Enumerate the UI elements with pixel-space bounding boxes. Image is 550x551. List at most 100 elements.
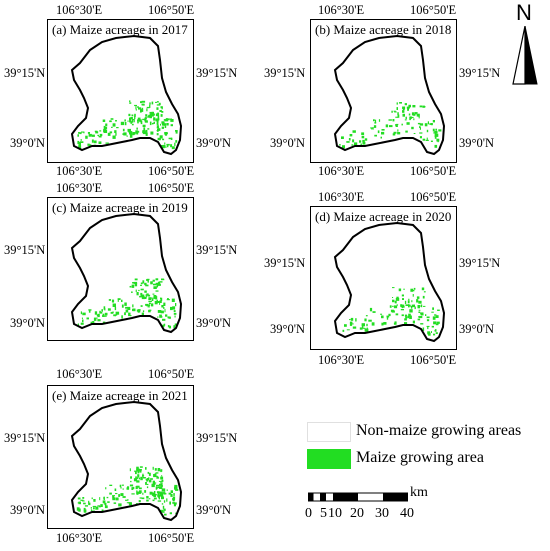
maize-patch (409, 116, 411, 121)
maize-patch (404, 103, 407, 106)
maize-patch (420, 312, 424, 315)
maize-patch (397, 112, 399, 115)
maize-patch (140, 120, 143, 125)
maize-patch (136, 127, 138, 130)
maize-patch (137, 470, 140, 474)
maize-patch (411, 112, 415, 116)
maize-patch (411, 304, 415, 308)
maize-patch (115, 120, 117, 122)
maize-patch (115, 497, 119, 501)
maize-patch (155, 472, 159, 474)
maize-patch (354, 142, 358, 146)
maize-patch (385, 124, 389, 128)
lon-label-top-right: 106°50'E (148, 181, 195, 195)
maize-patch (172, 502, 175, 504)
maize-patch (78, 132, 80, 134)
maize-patch (163, 493, 167, 495)
maize-patch (153, 121, 155, 124)
maize-patch (102, 321, 106, 324)
maize-patch (392, 119, 395, 122)
maize-patch (122, 488, 124, 490)
maize-patch (149, 121, 152, 126)
maize-patch (395, 313, 399, 316)
north-arrow-icon (512, 26, 538, 85)
maize-patch (137, 309, 141, 311)
maize-patch (346, 141, 350, 143)
maize-patch (404, 119, 407, 121)
maize-patch (380, 136, 382, 139)
maize-patch (362, 141, 366, 145)
maize-patch (108, 299, 111, 301)
maize-patch (91, 497, 93, 500)
maize-patch (348, 138, 351, 141)
maize-patch (83, 131, 85, 134)
maize-patch (132, 282, 135, 284)
maize-patch (102, 500, 106, 504)
maize-patch (174, 142, 176, 147)
maize-patch (380, 313, 383, 315)
maize-patch (82, 319, 84, 323)
maize-patch (418, 300, 422, 304)
maize-patch (167, 298, 169, 300)
maize-patch (107, 308, 111, 311)
maize-patch (150, 281, 153, 285)
maize-patch (129, 484, 134, 487)
maize-patch (427, 331, 430, 335)
lat-label-right-top: 39°15'N (459, 66, 501, 80)
maize-patch (424, 123, 428, 127)
maize-patch (152, 293, 155, 295)
maize-patch (160, 123, 161, 126)
maize-patch (422, 327, 425, 331)
maize-patch (92, 505, 97, 508)
maize-patch (417, 318, 421, 321)
maize-patch (156, 299, 158, 302)
maize-patch (131, 123, 134, 126)
maize-patch (156, 127, 158, 129)
maize-patch (83, 510, 86, 513)
maize-patch (129, 468, 131, 472)
maize-patch (155, 113, 159, 117)
maize-patch (139, 295, 143, 298)
maize-patch (434, 130, 438, 134)
maize-patch (122, 133, 125, 135)
maize-patch (137, 119, 141, 122)
maize-patch (98, 506, 101, 508)
maize-patch (95, 317, 98, 319)
maize-patch (158, 496, 160, 500)
maize-patch (137, 117, 141, 121)
maize-patch (143, 297, 147, 299)
maize-patch (110, 118, 114, 120)
maize-patch (339, 144, 341, 146)
maize-patch (107, 501, 110, 503)
maize-patch (163, 500, 166, 503)
maize-patch (169, 501, 171, 505)
maize-patch (166, 123, 169, 126)
maize-patch (131, 119, 135, 121)
maize-patch (388, 313, 391, 317)
maize-patch (157, 115, 160, 119)
maize-patch (174, 486, 178, 490)
maize-patch (398, 288, 402, 292)
maize-patch (109, 492, 112, 495)
maize-patch (78, 145, 82, 149)
lat-label-left-bottom: 39°0'N (270, 136, 306, 150)
maize-patch (115, 311, 120, 315)
maize-patch (159, 110, 162, 112)
maize-patch (159, 494, 163, 497)
maize-patch (92, 321, 95, 323)
maize-patch (132, 304, 134, 308)
maize-patch (423, 305, 426, 307)
maize-patch (114, 306, 117, 311)
lat-label-right-bottom: 39°0'N (459, 322, 495, 336)
lat-label-right-bottom: 39°0'N (196, 503, 232, 517)
maize-patch (161, 496, 164, 500)
maize-patch (131, 487, 134, 490)
maize-patch (175, 140, 178, 143)
maize-patch (402, 298, 404, 300)
maize-patch (110, 311, 113, 314)
maize-patch (148, 309, 151, 313)
maize-patch (169, 512, 172, 515)
maize-patch (155, 486, 158, 490)
maize-patch (122, 496, 126, 498)
maize-patch (386, 316, 389, 320)
